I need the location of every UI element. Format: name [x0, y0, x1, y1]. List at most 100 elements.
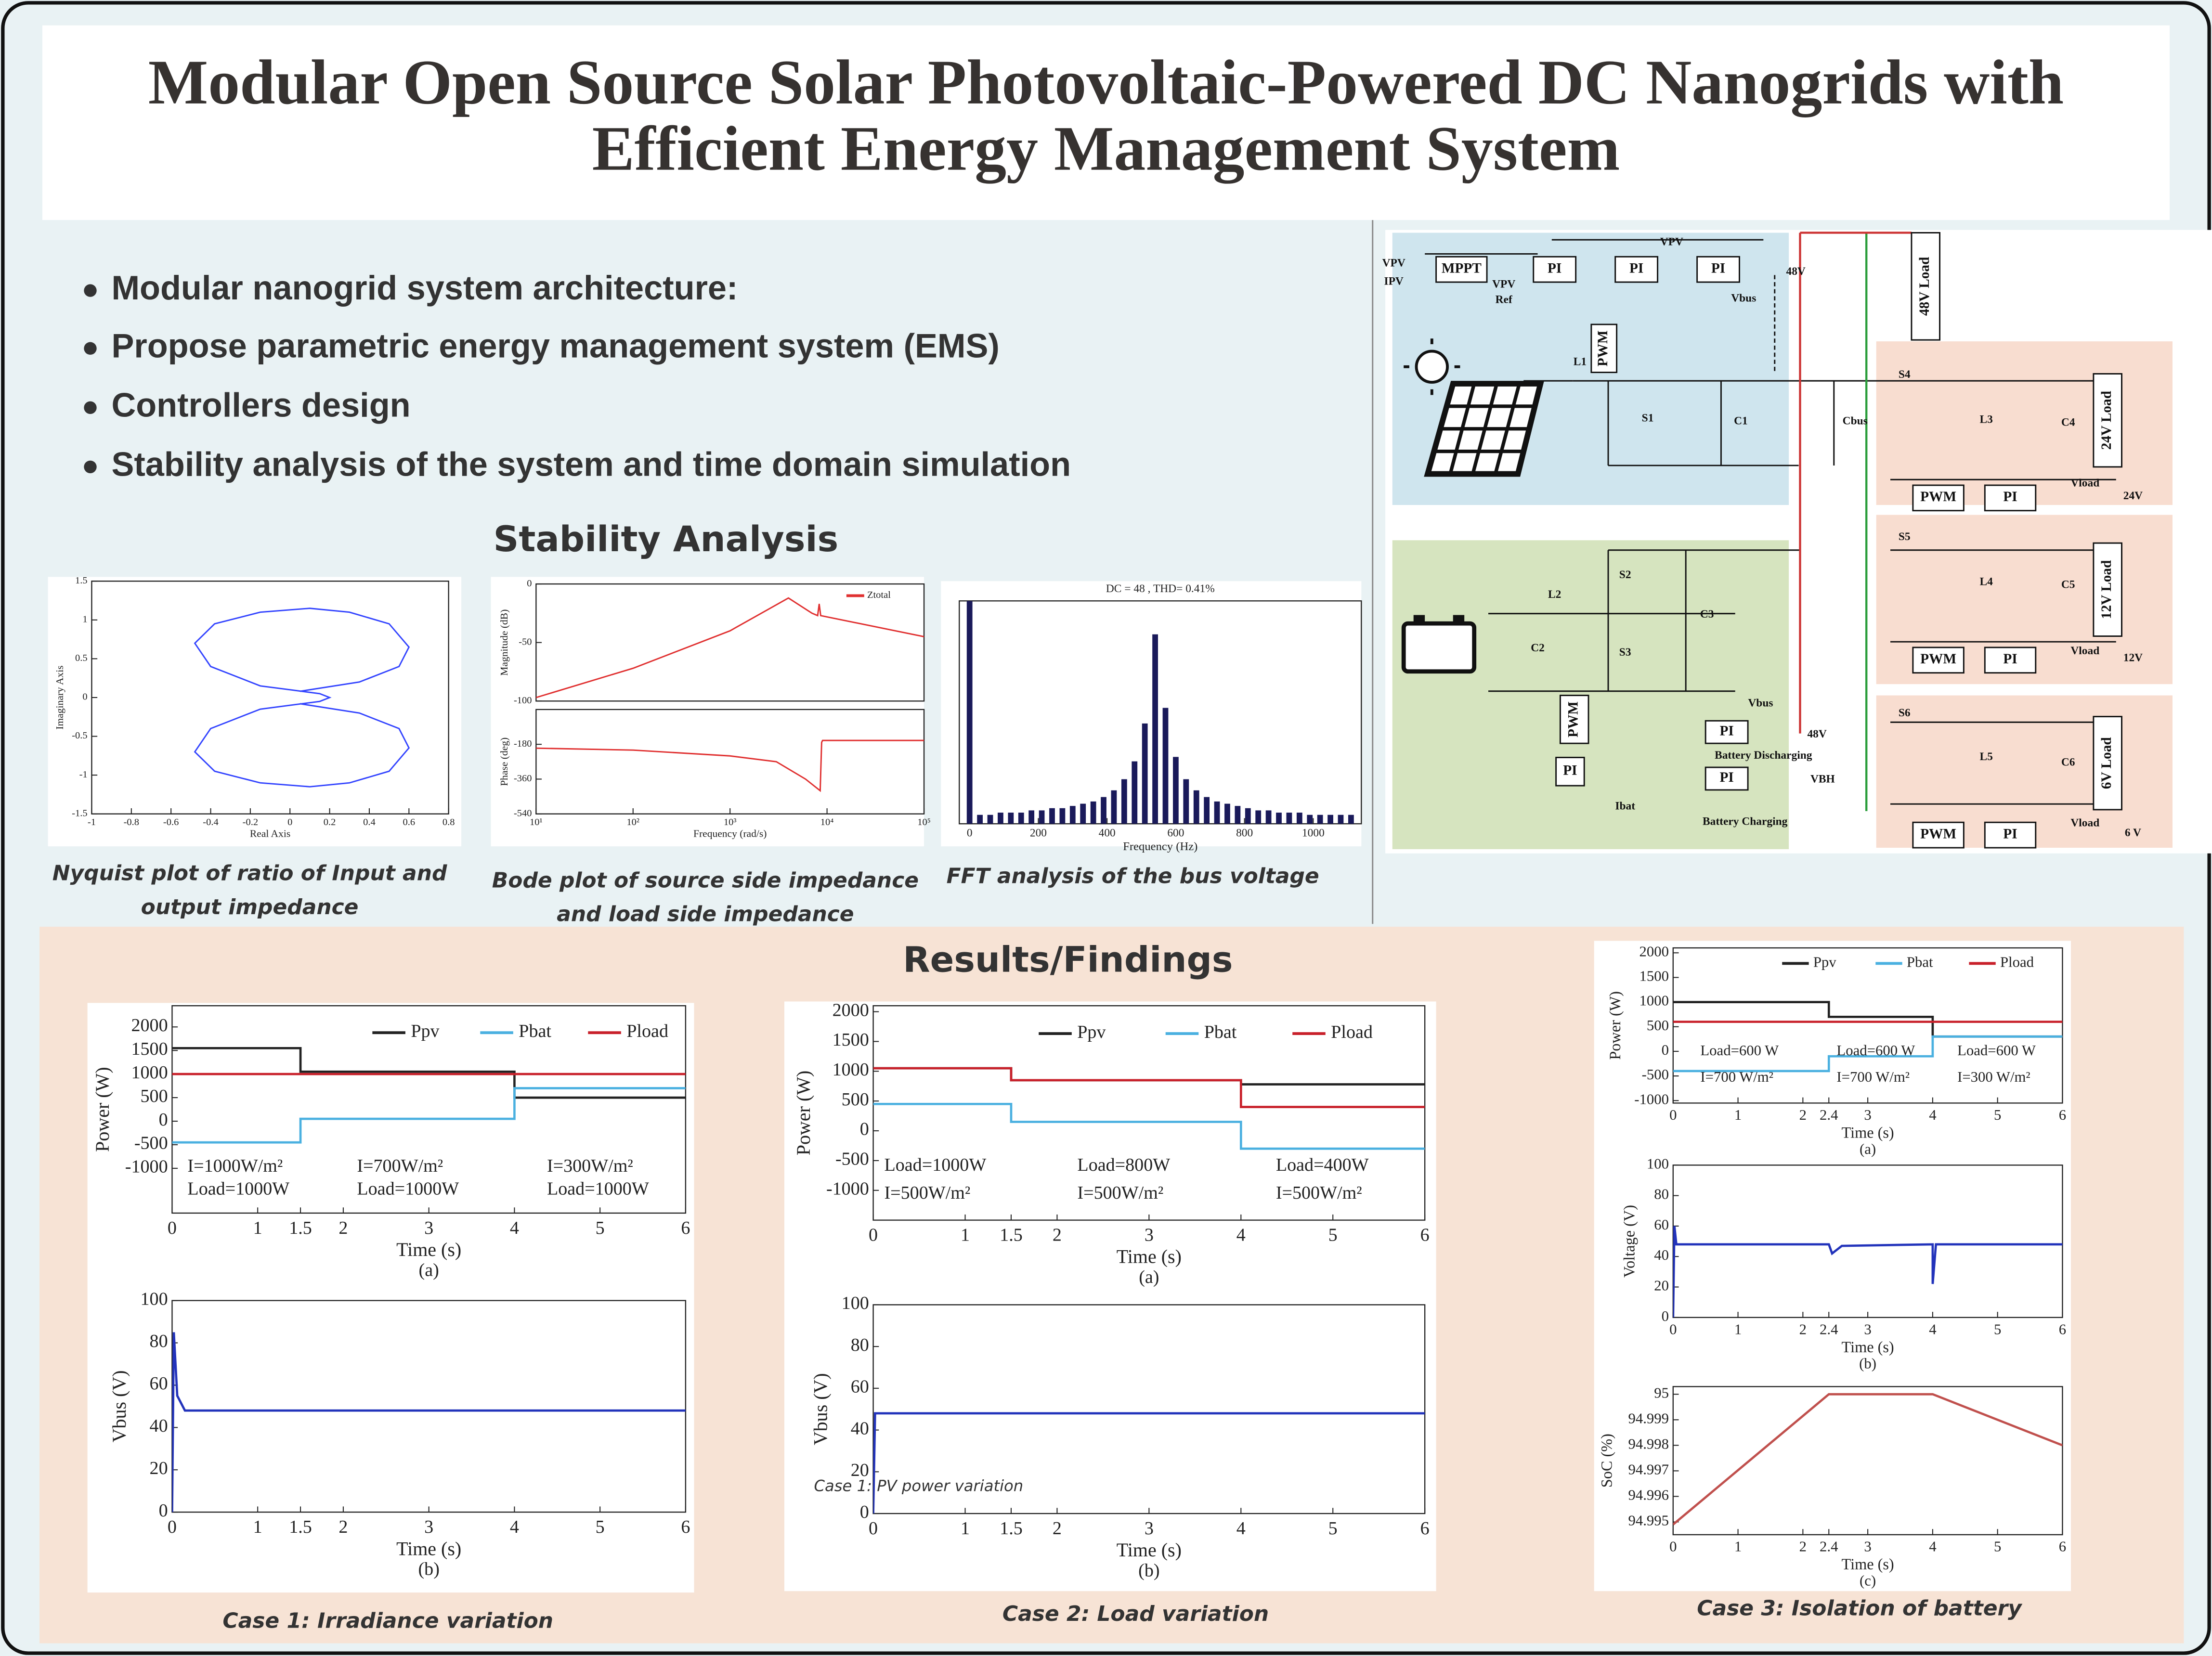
diagram-label: MPPT [1442, 260, 1482, 276]
plot: 0 1 2 2.4 3 4 5 6 -1000 -500 0 500 1000 1500 2000 Time … [1606, 943, 2066, 1157]
plot: 0 1 2 2.4 3 4 5 6 94.995 94.996 94.997 94.998 94.999… [1598, 1384, 2066, 1589]
y-tick-label: 500 [1647, 1017, 1669, 1034]
y-tick-label: 0 [1662, 1042, 1669, 1058]
x-tick-label: 1.5 [1000, 1225, 1023, 1245]
diagram-label: Ibat [1615, 800, 1635, 812]
diagram-label: PWM [1595, 330, 1611, 366]
x-tick-label: 2 [1799, 1321, 1807, 1338]
plot: 0 1 1.5 2 3 4 5 6 -1000 -500 0 500 1000 1500 2000 Time … [793, 1000, 1430, 1287]
overlay-text: Case 1: PV power variation [814, 1476, 1024, 1495]
annotation: I=300W/m² [547, 1156, 633, 1176]
plot-area [172, 1332, 686, 1513]
y-axis-label: Phase (deg) [498, 737, 510, 786]
y-axis-label: Power (W) [793, 1071, 814, 1156]
bar [1049, 808, 1055, 824]
bar [1255, 810, 1262, 824]
diagram-box [1912, 647, 1965, 674]
x-tick-label: 5 [596, 1218, 605, 1238]
diagram-label: PWM [1920, 826, 1956, 841]
x-tick-label: 400 [1099, 827, 1116, 840]
y-tick-label: 1.5 [75, 575, 88, 586]
circuit-diagram [1385, 230, 2212, 854]
bar [1348, 815, 1354, 824]
bar [1090, 801, 1096, 824]
x-tick-label: 4 [510, 1218, 519, 1238]
plot: -1 -0.8 -0.6 -0.4 -0.2 0 0.2 0.4 0.6 0.8-1.5-1-0.… [54, 575, 455, 840]
x-tick-label: 0.2 [324, 817, 336, 828]
diagram-label: L3 [1980, 414, 1993, 426]
annotation: I=500W/m² [1077, 1183, 1163, 1203]
diagram-box [2093, 542, 2122, 637]
y-tick-label: 20 [851, 1460, 869, 1480]
diagram-box [2093, 716, 2122, 811]
x-tick-label: 4 [1929, 1539, 1936, 1555]
plots: -1 -0.8 -0.6 -0.4 -0.2 0 0.2 0.4 0.6 0.8-1.5-1-0.… [54, 575, 2066, 1589]
y-tick-label: 0 [1662, 1308, 1669, 1324]
x-tick-label: 10⁴ [820, 817, 834, 828]
diagram-label: S1 [1642, 412, 1654, 425]
diagram-box [2093, 373, 2122, 468]
y-tick-label: 2000 [833, 1000, 869, 1020]
bar [1039, 810, 1045, 824]
diagram-label: PI [2003, 489, 2017, 505]
y-tick-label: 0 [82, 692, 87, 702]
series-line [536, 597, 924, 699]
x-tick-label: 0 [1669, 1539, 1677, 1555]
bullet-dot [84, 401, 97, 414]
bar [966, 601, 973, 824]
x-tick-label: 0 [168, 1517, 177, 1537]
series-line [172, 1332, 686, 1513]
diagram-box [1912, 484, 1965, 512]
x-axis-label: Time (s) [1842, 1338, 1894, 1356]
y-tick-label: 0 [860, 1502, 869, 1522]
bar [1286, 813, 1292, 824]
y-tick-label: 1500 [1639, 968, 1669, 984]
bullet-list: Modular nanogrid system architecture: Pro… [84, 269, 1071, 483]
y-tick-label: -0.5 [72, 730, 87, 741]
plot-frame [959, 600, 1362, 825]
x-tick-label: 2 [1053, 1225, 1062, 1245]
diagram-label: VPV [1660, 235, 1683, 248]
x-tick-label: 3 [1145, 1225, 1154, 1245]
bar [1008, 813, 1014, 824]
x-tick-label: 0 [287, 817, 292, 828]
diagram-label: L1 [1574, 355, 1587, 368]
series-line [873, 1412, 1425, 1514]
plot-area [873, 1067, 1425, 1150]
x-tick-label: 4 [1929, 1321, 1936, 1338]
diagram-labels: VPV IPV MPPT VPV Ref PI PI VPV PI 48V Vbus PWM L1 S1 C… [1382, 232, 2143, 849]
x-axis-label: Time (s) [396, 1538, 461, 1559]
series-line [1673, 1035, 2063, 1073]
x-tick-label: 5 [1994, 1321, 2001, 1338]
bar [977, 815, 983, 824]
diagram-label: Ref [1496, 293, 1513, 306]
diagram-label: 12V Load [2099, 560, 2114, 619]
y-tick-label: 40 [1654, 1247, 1669, 1263]
x-tick-label: 1 [253, 1517, 262, 1537]
x-tick-label: 0.4 [363, 817, 376, 828]
diagram-label: PWM [1920, 651, 1956, 667]
legend-label: Ztotal [867, 590, 891, 600]
x-tick-label: 4 [1929, 1107, 1936, 1123]
x-tick-label: 1.5 [1000, 1518, 1023, 1539]
x-axis-label: Time (s) [1842, 1124, 1894, 1141]
plot-area [966, 601, 1354, 824]
diagram-label: S2 [1619, 569, 1631, 581]
diagram-label: 6V Load [2099, 737, 2114, 789]
y-tick-label: 0 [527, 578, 532, 589]
sub-label: (b) [1859, 1355, 1876, 1371]
x-tick-label: 2.4 [1820, 1107, 1838, 1123]
y-tick-label: -100 [514, 695, 532, 706]
x-tick-label: 2 [338, 1517, 348, 1537]
diagram-label: Battery Discharging [1715, 749, 1812, 762]
y-tick-label: -1000 [826, 1178, 869, 1199]
diagram-box [1696, 256, 1740, 283]
sub-label: (b) [418, 1559, 439, 1579]
diagram-label: PI [1719, 770, 1733, 785]
x-tick-label: 4 [1236, 1225, 1246, 1245]
plot-title: DC = 48 , THD= 0.41% [1106, 582, 1215, 595]
y-tick-label: 80 [851, 1335, 869, 1355]
y-tick-label: -1.5 [72, 808, 87, 818]
x-tick-label: 0 [168, 1218, 177, 1238]
plot-area [536, 597, 924, 699]
